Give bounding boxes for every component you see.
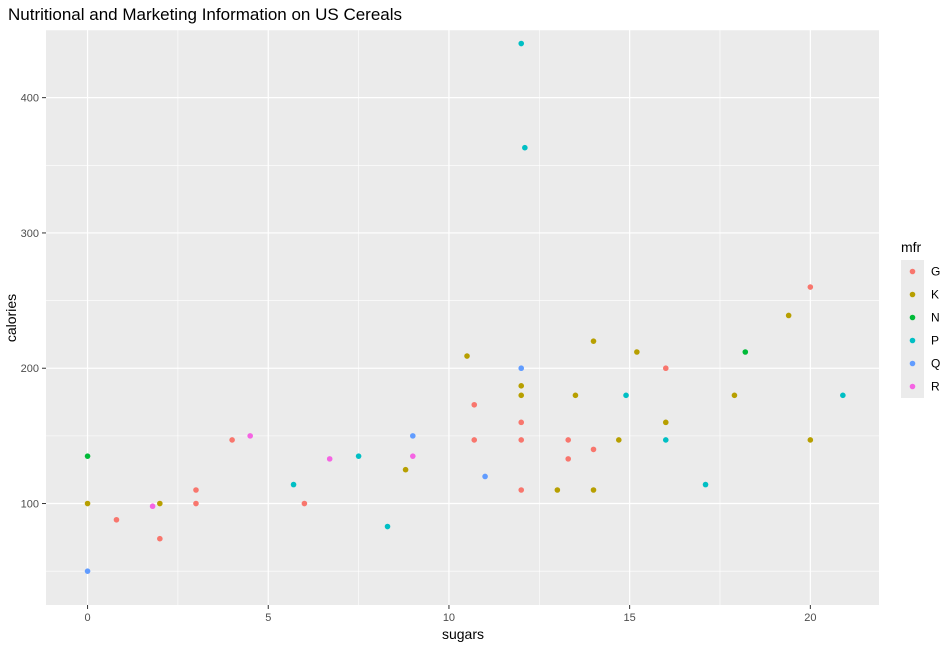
point-G [662,365,669,372]
x-tick-label: 20 [804,612,816,624]
legend-label-N: N [931,311,940,325]
legend-label-G: G [931,265,940,279]
legend-key-N [909,314,916,321]
x-tick-label: 0 [84,612,90,624]
point-R [326,456,333,462]
point-R [410,453,416,459]
point-K [616,437,622,443]
point-K [572,392,579,399]
point-G [193,500,199,507]
y-tick-label: 200 [21,363,39,375]
data-points [84,40,846,574]
point-Q [518,365,525,372]
point-G [565,437,572,443]
point-K [518,392,525,399]
legend-key-G [909,268,916,275]
point-G [518,419,525,426]
panel-background [46,30,879,605]
legend-key-P [909,337,916,344]
point-P [662,437,669,443]
point-P [702,481,709,488]
point-K [807,437,814,443]
point-K [662,419,669,426]
point-R [247,433,253,439]
point-P [290,481,297,488]
point-G [518,487,525,493]
x-tick-label: 10 [443,612,455,624]
x-tick-label: 15 [624,612,636,624]
y-axis: 100 200 300 400 [21,93,46,511]
point-N [84,453,91,459]
point-N [742,349,749,355]
y-tick-label: 100 [21,499,39,511]
point-K [402,466,409,473]
legend-label-P: P [931,334,939,348]
point-Q [410,433,416,439]
plot-panel [46,29,879,605]
point-Q [482,473,488,480]
chart-title: Nutritional and Marketing Information on… [8,5,402,24]
y-tick-label: 400 [21,93,39,105]
point-K [590,487,597,493]
point-P [623,392,629,399]
point-P [384,523,391,530]
point-G [518,437,525,443]
legend-label-Q: Q [931,357,940,371]
x-axis-title: sugars [442,626,484,642]
y-tick-label: 300 [21,228,39,240]
x-tick-label: 5 [265,612,271,624]
legend-title: mfr [901,239,922,255]
point-K [554,487,561,493]
y-axis-title: calories [3,294,19,342]
point-K [785,312,792,319]
point-K [731,392,738,399]
point-K [634,349,640,355]
point-K [157,500,163,507]
point-P [518,40,525,47]
point-G [229,437,235,443]
point-Q [84,568,91,574]
point-G [157,535,163,542]
point-P [355,453,362,459]
point-G [565,456,572,462]
point-P [522,144,528,151]
point-G [590,446,597,453]
legend-key-Q [909,360,916,367]
legend-label-K: K [931,288,939,302]
point-K [518,383,525,389]
point-G [193,487,199,493]
x-axis: 0 5 10 15 20 [84,605,816,624]
point-K [464,353,470,359]
point-G [471,401,478,408]
point-G [807,284,814,290]
point-R [149,503,156,510]
point-G [471,437,478,443]
point-K [84,500,91,507]
point-P [840,392,846,399]
point-G [113,516,120,523]
point-K [590,338,597,344]
legend-key-R [909,383,916,390]
point-G [301,500,308,507]
legend-key-K [909,291,916,298]
legend-label-R: R [931,380,940,394]
